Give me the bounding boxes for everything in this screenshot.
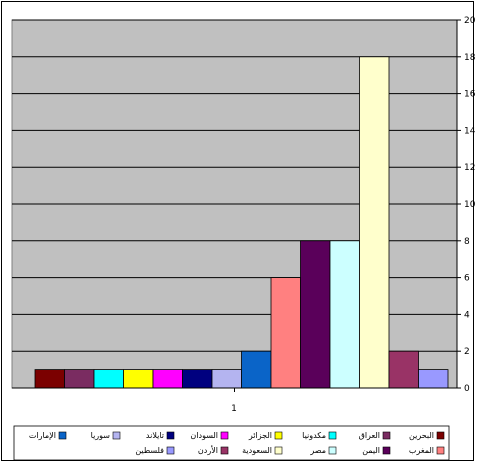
bar: [211, 369, 242, 389]
legend-swatch: [328, 446, 337, 455]
legend: البحرين العراق مكدونيا الجزائر السودان تايلان…: [13, 425, 450, 461]
legend-swatch: [166, 446, 175, 455]
bars: [34, 56, 449, 389]
legend-swatch: [220, 446, 229, 455]
y-tick-label: 16: [464, 90, 476, 100]
bar: [359, 56, 390, 389]
legend-label: سوريا: [91, 431, 111, 440]
legend-swatch: [166, 431, 175, 440]
legend-swatch: [436, 431, 445, 440]
legend-label: تايلاند: [146, 431, 164, 440]
bar: [152, 369, 183, 389]
legend-label: مصر: [309, 446, 326, 455]
legend-label: فلسطين: [135, 446, 164, 455]
legend-swatch: [220, 431, 229, 440]
legend-swatch: [382, 446, 391, 455]
y-tick-label: 6: [464, 274, 470, 284]
legend-label: الأردن: [198, 445, 218, 455]
bar: [123, 369, 154, 389]
y-tick-label: 0: [464, 384, 470, 394]
legend-label: السعودية: [242, 446, 272, 455]
y-tick-label: 12: [464, 163, 475, 173]
legend-box: [13, 425, 450, 461]
bar: [418, 369, 449, 389]
y-tick-label: 2: [464, 347, 470, 357]
legend-swatch: [274, 431, 283, 440]
bar: [270, 277, 301, 389]
legend-label: اليمن: [362, 446, 380, 455]
legend-label: البحرين: [409, 431, 434, 440]
legend-swatch: [328, 431, 337, 440]
y-tick-label: 8: [464, 237, 470, 247]
legend-label: الجزائر: [248, 431, 272, 440]
legend-label: الإمارات: [29, 431, 56, 441]
y-tick-label: 14: [464, 126, 476, 136]
legend-swatch: [58, 431, 67, 440]
legend-label: مكدونيا: [302, 431, 326, 440]
y-tick-label: 10: [464, 200, 476, 210]
legend-swatch: [112, 431, 121, 440]
legend-swatch: [436, 446, 445, 455]
y-tick-label: 4: [464, 310, 470, 320]
bar: [64, 369, 95, 389]
legend-label: المغرب: [409, 446, 434, 455]
bar: [300, 240, 331, 389]
legend-swatch: [274, 446, 283, 455]
y-tick-label: 18: [464, 53, 476, 63]
bar: [34, 369, 65, 389]
y-tick-label: 20: [464, 16, 476, 26]
legend-label: العراق: [359, 431, 380, 440]
x-tick-label: 1: [231, 404, 237, 414]
bar: [182, 369, 213, 389]
bar: [93, 369, 124, 389]
legend-swatch: [382, 431, 391, 440]
bar: [329, 240, 360, 389]
y-axis: 0 2 4 6 8 10 12 14 16 18 20: [456, 16, 476, 394]
bar: [241, 350, 272, 389]
legend-label: السودان: [190, 431, 218, 440]
x-axis: 1: [12, 387, 457, 414]
bar: [388, 350, 419, 389]
